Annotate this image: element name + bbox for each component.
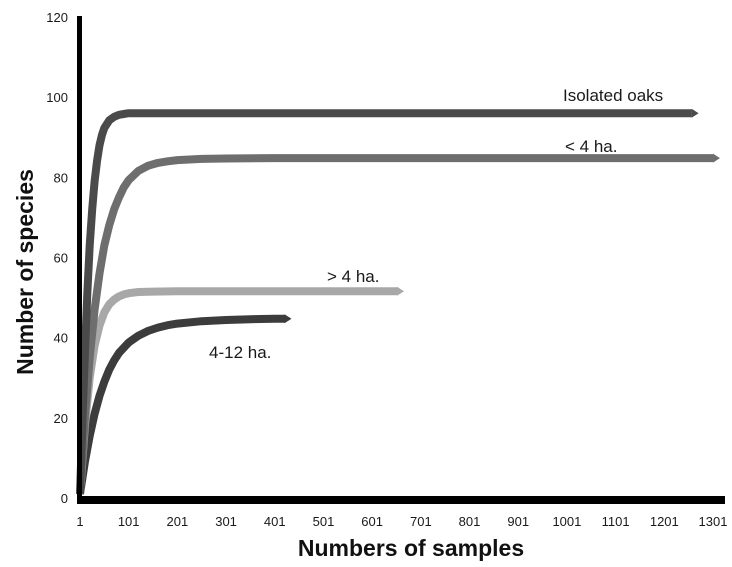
- series-labels: Isolated oaks < 4 ha. > 4 ha. 4-12 ha.: [209, 86, 663, 362]
- y-tick-label: 60: [54, 251, 68, 266]
- x-tick-label: 701: [410, 514, 432, 529]
- series-line-isolated-oaks: [76, 109, 692, 495]
- series-layer: [76, 108, 720, 495]
- y-tick-labels: 0 20 40 60 80 100 120: [46, 10, 68, 506]
- y-tick-label: 40: [54, 331, 68, 346]
- x-tick-label: 601: [361, 514, 383, 529]
- series-line-4-ha: [76, 287, 397, 495]
- x-tick-label: 401: [264, 514, 286, 529]
- x-tick-label: 801: [459, 514, 481, 529]
- series-label-4-ha: < 4 ha.: [565, 137, 617, 156]
- x-tick-label: 301: [215, 514, 237, 529]
- y-tick-label: 120: [46, 10, 68, 25]
- x-tick-label: 1201: [650, 514, 679, 529]
- x-tick-label: 201: [167, 514, 189, 529]
- series-end-marker-4-ha: [713, 153, 720, 163]
- series-end-marker-4-ha: [397, 286, 404, 296]
- x-tick-label: 1301: [699, 514, 728, 529]
- series-end-marker-4-12-ha: [284, 314, 292, 324]
- x-axis-title: Numbers of samples: [298, 535, 524, 561]
- series-label-4-12-ha: 4-12 ha.: [209, 343, 271, 362]
- series-label-isolated-oaks: Isolated oaks: [563, 86, 663, 105]
- x-tick-label: 901: [507, 514, 529, 529]
- y-tick-label: 0: [61, 491, 68, 506]
- x-tick-label: 501: [313, 514, 335, 529]
- series-label-4-ha: > 4 ha.: [327, 267, 379, 286]
- series-line-4-12-ha: [76, 314, 285, 495]
- y-tick-label: 80: [54, 170, 68, 185]
- y-axis-line: [77, 16, 82, 500]
- series-end-marker-isolated-oaks: [691, 108, 699, 118]
- x-tick-label: 101: [118, 514, 140, 529]
- series-line-4-ha: [76, 154, 713, 495]
- y-axis-title: Number of species: [12, 169, 38, 375]
- x-axis-line: [77, 496, 725, 504]
- x-tick-label: 1: [76, 514, 83, 529]
- y-tick-label: 100: [46, 90, 68, 105]
- x-tick-label: 1101: [602, 514, 630, 529]
- x-tick-label: 1001: [552, 514, 581, 529]
- y-tick-label: 20: [54, 411, 68, 426]
- x-tick-labels: 1 101 201 301 401 501 601 701 801 901 1001 1101 1201…: [76, 514, 727, 529]
